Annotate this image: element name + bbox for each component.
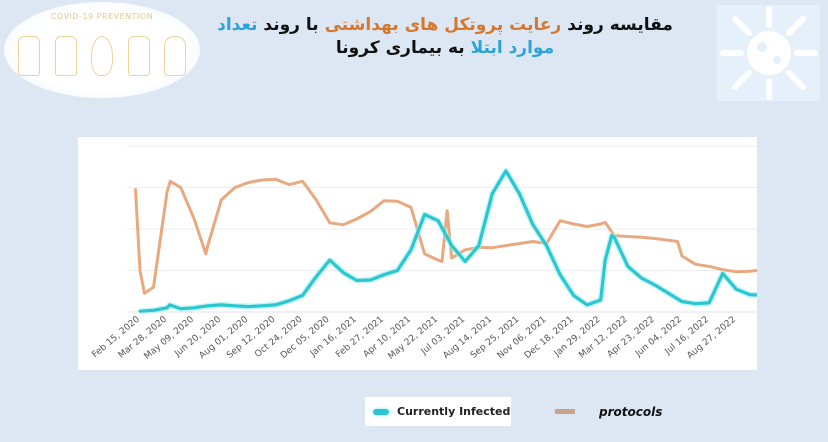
chart-area: Feb 15, 2020 Mar 28, 2020 May 09, 2020 Jun …	[78, 137, 759, 370]
legend-item-protocols: protocols	[550, 397, 680, 426]
legend-item-infected: Currently Infected	[365, 397, 511, 426]
legend-label: protocols	[599, 404, 663, 419]
covid-prevention-image: COVID-19 PREVENTION	[4, 2, 200, 98]
keep-distance-icon	[54, 36, 77, 76]
title-highlight-protocols: رعایت پروتکل های بهداشتی	[324, 15, 562, 35]
legend-swatch-infected	[373, 408, 389, 415]
virus-icon	[717, 5, 820, 101]
legend-swatch-protocols	[555, 409, 575, 414]
face-mask-icon	[91, 36, 113, 76]
title-text: مقایسه روند	[561, 15, 673, 35]
title-highlight-cases: تعداد موارد ابتلا	[217, 15, 555, 58]
title-text: به بیماری کرونا	[335, 38, 471, 58]
slide-title: مقایسه روند رعایت پروتکل های بهداشتی با …	[200, 14, 690, 60]
title-text: با روند	[257, 15, 325, 35]
disinfect-surface-icon	[127, 36, 150, 76]
series-line-protocols	[134, 177, 759, 295]
hand-stop-icon	[164, 36, 186, 76]
hand-sanitizer-icon	[18, 36, 40, 76]
legend-label: Currently Infected	[397, 405, 511, 418]
x-tick-label: Aug 27, 2022	[685, 315, 738, 362]
series-line-infected	[138, 169, 759, 313]
logo-title: COVID-19 PREVENTION	[50, 12, 154, 21]
